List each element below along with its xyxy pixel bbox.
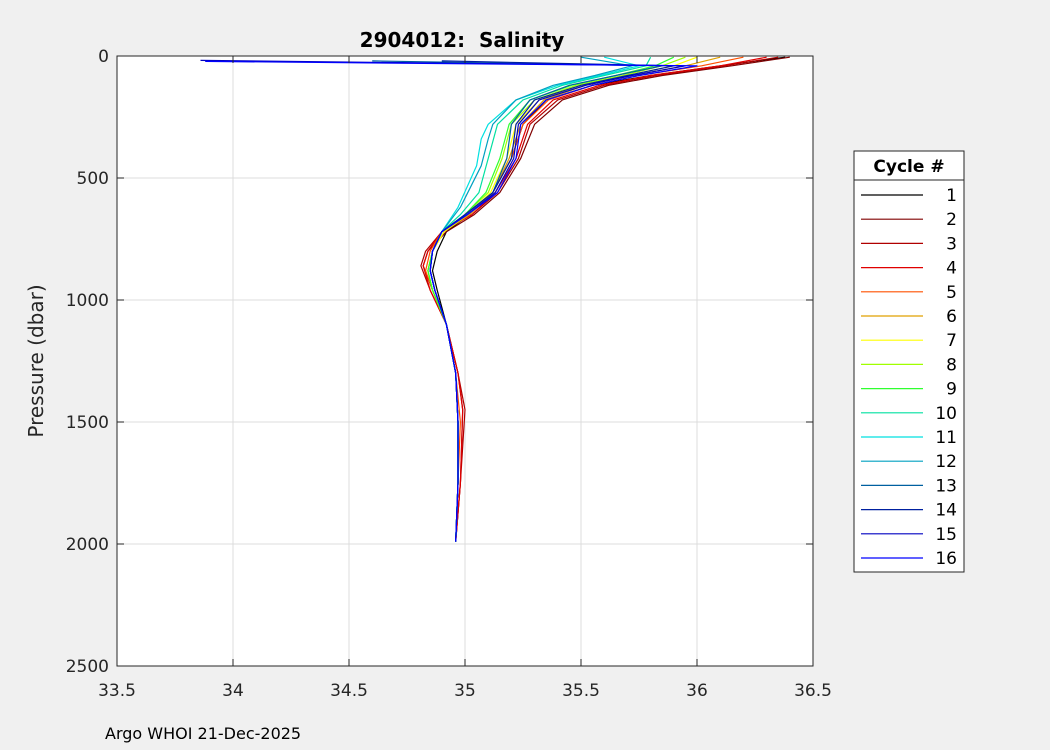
x-tick-label: 35 <box>454 681 476 701</box>
legend-entry-label: 1 <box>946 186 957 206</box>
y-tick-label: 1500 <box>66 413 109 433</box>
legend-entry-label: 11 <box>935 428 957 448</box>
y-tick-label: 1000 <box>66 291 109 311</box>
x-tick-label: 36 <box>686 681 708 701</box>
x-tick-label: 34.5 <box>330 681 368 701</box>
series-line-cycle-16 <box>205 60 698 542</box>
x-tick-label: 35.5 <box>562 681 600 701</box>
legend-entry-label: 16 <box>935 549 957 569</box>
y-axis-label: Pressure (dbar) <box>24 284 48 437</box>
legend-box <box>853 150 965 573</box>
x-tick-label: 33.5 <box>98 681 136 701</box>
legend-entry-label: 7 <box>946 331 957 351</box>
legend-entry-label: 14 <box>935 501 957 521</box>
footer-credit: Argo WHOI 21-Dec-2025 <box>105 724 302 743</box>
y-tick-label: 0 <box>98 47 109 67</box>
x-tick-label: 34 <box>222 681 244 701</box>
legend-entry-label: 6 <box>946 307 957 327</box>
legend-entry-label: 13 <box>935 476 957 496</box>
y-tick-label: 2500 <box>66 657 109 677</box>
y-tick-label: 500 <box>77 169 109 189</box>
legend-entry-label: 9 <box>946 380 957 400</box>
x-tick-labels: 33.5 34 34.5 35 35.5 36 36.5 <box>98 681 832 701</box>
chart-title: 2904012: Salinity <box>360 28 565 52</box>
legend-entry-label: 3 <box>946 234 957 254</box>
legend-entry-label: 10 <box>935 404 957 424</box>
legend-entry-label: 4 <box>946 259 957 279</box>
legend-entry-label: 5 <box>946 283 957 303</box>
series-layer <box>200 56 790 542</box>
x-tick-label: 36.5 <box>794 681 832 701</box>
tick-marks <box>116 55 814 667</box>
y-tick-label: 2000 <box>66 535 109 555</box>
legend-title: Cycle # <box>873 157 944 177</box>
legend-entry-label: 2 <box>946 210 957 230</box>
legend-entry-label: 8 <box>946 355 957 375</box>
legend-entry-label: 12 <box>935 452 957 472</box>
y-tick-labels: 0 500 1000 1500 2000 2500 <box>66 47 109 677</box>
legend-entry-label: 15 <box>935 525 957 545</box>
